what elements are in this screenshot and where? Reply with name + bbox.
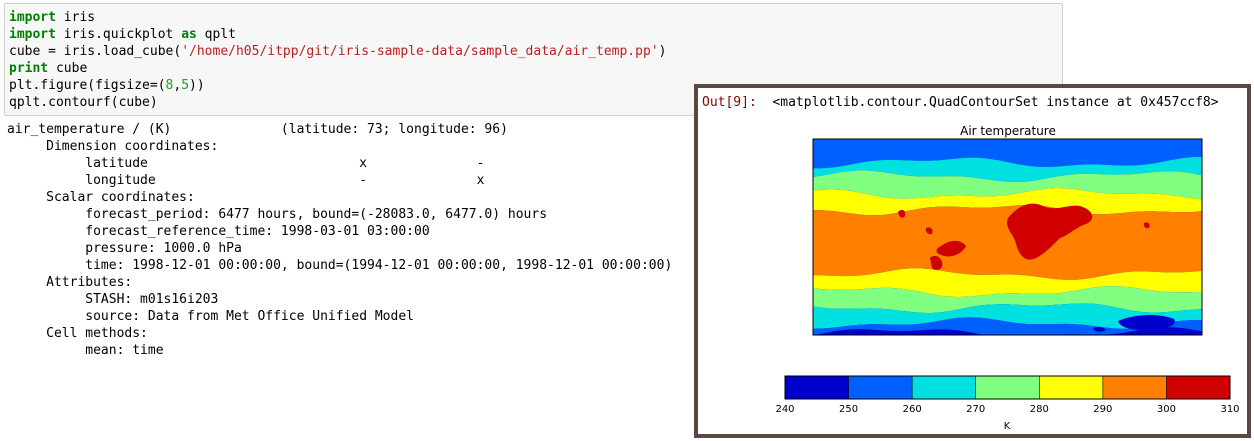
print-output-line: forecast_reference_time: 1998-03-01 03:0… xyxy=(7,224,430,239)
print-output-line: source: Data from Met Office Unified Mod… xyxy=(7,309,414,324)
contour-figure: Air temperature 240 250 260 270 280 290 300 310… xyxy=(775,124,1239,432)
colorbar-label: K xyxy=(1004,421,1011,432)
print-output-line: longitude - x xyxy=(7,173,485,188)
code-token: as xyxy=(181,27,197,42)
code-token: iris xyxy=(55,10,96,25)
print-output-line: pressure: 1000.0 hPa xyxy=(7,241,242,256)
contour-band xyxy=(813,188,1202,216)
map-frame xyxy=(812,138,1203,336)
contour-hot-region xyxy=(1007,203,1093,260)
code-token: cube = iris.load_cube( xyxy=(9,44,182,59)
code-cell-source[interactable]: import iris import iris.quickplot as qpl… xyxy=(9,9,666,111)
code-token: iris.quickplot xyxy=(55,27,182,42)
code-token: cube xyxy=(48,61,88,76)
contour-cold-region xyxy=(1118,315,1175,331)
code-token: 5 xyxy=(181,78,190,93)
contour-band xyxy=(813,317,1202,335)
contour-hot-region xyxy=(1143,222,1150,229)
print-output: air_temperature / (K) (latitude: 73; lon… xyxy=(7,121,672,359)
print-output-line: Dimension coordinates: xyxy=(7,139,219,154)
print-output-line: forecast_period: 6477 hours, bound=(-280… xyxy=(7,207,548,222)
colorbar-tick-label: 260 xyxy=(903,404,922,415)
colorbar-segment xyxy=(848,376,913,399)
code-cell[interactable]: import iris import iris.quickplot as qpl… xyxy=(4,3,1063,116)
contour-band xyxy=(813,170,1202,200)
output-tooltip-panel: Out[9]: <matplotlib.contour.QuadContourS… xyxy=(694,84,1251,438)
colorbar-tick-label: 280 xyxy=(1030,404,1049,415)
chart-title: Air temperature xyxy=(960,124,1056,138)
colorbar-tick-label: 310 xyxy=(1220,404,1239,415)
contour-map xyxy=(813,139,1202,335)
print-output-line: time: 1998-12-01 00:00:00, bound=(1994-1… xyxy=(7,258,673,273)
code-token: , xyxy=(173,78,182,93)
code-token: 8 xyxy=(165,78,174,93)
contour-hot-region xyxy=(936,240,966,257)
code-token: plt.figure(figsize=( xyxy=(9,78,166,93)
contour-hot-region xyxy=(898,209,906,218)
contour-band xyxy=(813,268,1202,297)
print-output-line: STASH: m01s16i203 xyxy=(7,292,219,307)
code-token: qplt.contourf(cube) xyxy=(9,95,158,110)
print-output-line: air_temperature / (K) (latitude: 73; lon… xyxy=(7,122,508,137)
colorbar-tick-label: 240 xyxy=(775,404,794,415)
contour-hot-region xyxy=(925,227,933,235)
print-output-line: Scalar coordinates: xyxy=(7,190,195,205)
print-output-line: Attributes: xyxy=(7,275,133,290)
code-token: import xyxy=(9,27,56,42)
print-output-line: Cell methods: xyxy=(7,326,148,341)
colorbar-tick-label: 250 xyxy=(839,404,858,415)
contour-hot-region xyxy=(930,255,943,270)
colorbar-segment xyxy=(1039,376,1104,399)
contour-band xyxy=(813,139,1202,169)
contour-band xyxy=(813,156,1202,183)
print-output-line: latitude x - xyxy=(7,156,485,171)
colorbar-tick-label: 290 xyxy=(1093,404,1112,415)
out-prompt: Out[9]: xyxy=(702,95,757,110)
code-token: ) xyxy=(658,44,667,59)
contour-cold-region xyxy=(1093,326,1106,332)
colorbar-segment xyxy=(1102,376,1167,399)
colorbar-tick-label: 270 xyxy=(966,404,985,415)
contour-band xyxy=(813,286,1202,314)
contour-band xyxy=(813,205,1202,280)
code-token: import xyxy=(9,10,56,25)
code-token: qplt xyxy=(196,27,236,42)
result-text: <matplotlib.contour.QuadContourSet insta… xyxy=(772,95,1219,110)
colorbar-segment xyxy=(1166,376,1231,399)
colorbar-segment xyxy=(785,376,850,399)
code-token: )) xyxy=(189,78,205,93)
code-token: print xyxy=(9,61,49,76)
colorbar xyxy=(785,376,1231,399)
code-token: '/home/h05/itpp/git/iris-sample-data/sam… xyxy=(181,44,659,59)
contour-band xyxy=(813,303,1202,329)
colorbar-tick-label: 300 xyxy=(1157,404,1176,415)
colorbar-segment xyxy=(912,376,977,399)
result-line: Out[9]: <matplotlib.contour.QuadContourS… xyxy=(702,94,1219,111)
print-output-line: mean: time xyxy=(7,343,164,358)
colorbar-segment xyxy=(975,376,1040,399)
